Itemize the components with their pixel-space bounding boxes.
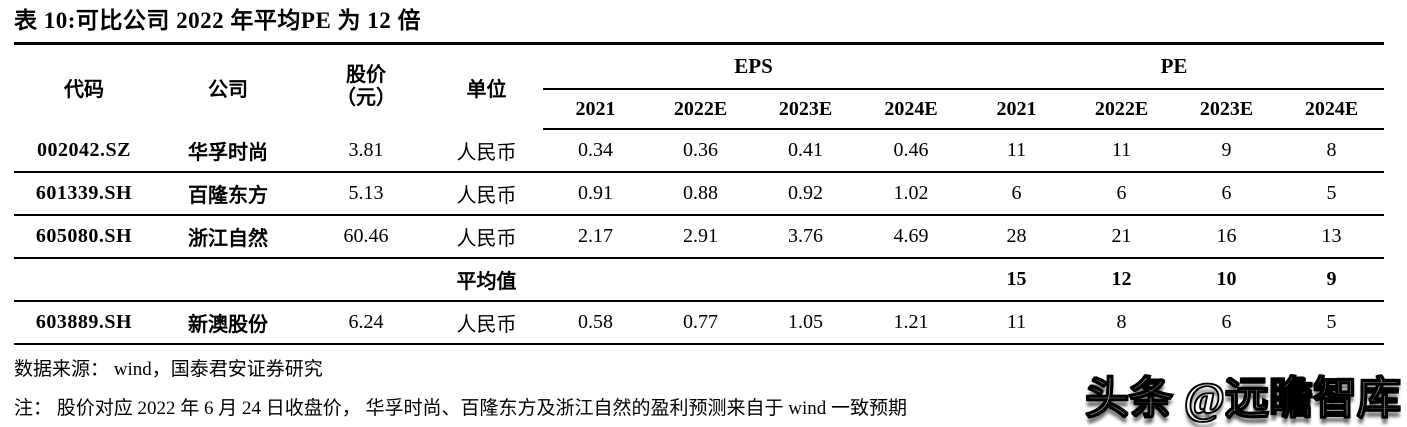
cell-pe-value: 11 (1069, 129, 1175, 173)
cell-average-pe: 15 (964, 258, 1070, 302)
col-group-eps: EPS (543, 45, 965, 90)
cell-price: 3.81 (302, 129, 430, 173)
cell-pe-value: 13 (1279, 215, 1385, 259)
cell-eps-value: 0.92 (753, 172, 858, 216)
cell-price: 60.46 (302, 215, 430, 259)
cell-pe-value: 5 (1279, 172, 1385, 216)
cell-pe-value: 11 (964, 301, 1070, 345)
cell-eps-value: 2.91 (648, 215, 753, 259)
cell-pe-value: 21 (1069, 215, 1175, 259)
cell-eps-value: 0.77 (648, 301, 753, 345)
col-header-price: 股价 （元） (302, 45, 430, 129)
table-row-zhejiang: 605080.SH 浙江自然 60.46 人民币 2.17 2.91 3.76 … (14, 215, 1385, 259)
col-header-price-line2: （元） (336, 87, 396, 109)
col-header-price-line1: 股价 (346, 64, 386, 86)
cell-pe-value: 16 (1174, 215, 1280, 259)
col-header-pe-2024e: 2024E (1279, 89, 1385, 130)
cell-pe-value: 28 (964, 215, 1070, 259)
cell-company: 百隆东方 (154, 172, 302, 216)
cell-eps-value: 1.05 (753, 301, 858, 345)
cell-empty (753, 258, 858, 302)
cell-eps-value: 2.17 (543, 215, 648, 259)
col-header-pe-2022e: 2022E (1069, 89, 1175, 130)
cell-eps-value: 1.02 (858, 172, 965, 216)
table-title: 表 10:可比公司 2022 年平均PE 为 12 倍 (14, 6, 1384, 45)
cell-pe-value: 6 (1174, 301, 1280, 345)
cell-pe-value: 6 (1069, 172, 1175, 216)
cell-eps-value: 3.76 (753, 215, 858, 259)
col-header-company: 公司 (208, 78, 248, 101)
cell-average-pe: 12 (1069, 258, 1175, 302)
cell-average-label: 平均值 (430, 258, 543, 302)
cell-company: 浙江自然 (154, 215, 302, 259)
header-group-row: 代码 公司 股价 （元） 单位 EPS PE (14, 45, 1385, 109)
cell-eps-value: 0.91 (543, 172, 648, 216)
cell-code: 002042.SZ (14, 129, 154, 173)
cell-eps-value: 4.69 (858, 215, 965, 259)
cell-empty (648, 258, 753, 302)
cell-average-pe: 9 (1279, 258, 1385, 302)
col-header-pe-2023e: 2023E (1174, 89, 1280, 130)
table-row-xinao: 603889.SH 新澳股份 6.24 人民币 0.58 0.77 1.05 1… (14, 301, 1385, 345)
cell-eps-value: 0.58 (543, 301, 648, 345)
cell-company: 华孚时尚 (154, 129, 302, 173)
cell-price: 6.24 (302, 301, 430, 345)
cell-empty (154, 258, 302, 302)
cell-company: 新澳股份 (154, 301, 302, 345)
table-row-average: 平均值 15 12 10 9 (14, 258, 1385, 302)
cell-empty (858, 258, 965, 302)
cell-unit: 人民币 (430, 215, 543, 259)
cell-pe-value: 6 (1174, 172, 1280, 216)
cell-pe-value: 8 (1279, 129, 1385, 173)
header-year-row: 2021 2022E 2023E 2024E 2021 2022E 2023E … (14, 89, 1385, 130)
col-header-eps-2021: 2021 (543, 89, 648, 130)
cell-unit: 人民币 (430, 129, 543, 173)
cell-eps-value: 0.88 (648, 172, 753, 216)
watermark-text: 头条 @远瞻智库 (1084, 373, 1401, 424)
cell-code: 601339.SH (14, 172, 154, 216)
cell-pe-value: 6 (964, 172, 1070, 216)
cell-average-pe: 10 (1174, 258, 1280, 302)
cell-pe-value: 8 (1069, 301, 1175, 345)
cell-eps-value: 1.21 (858, 301, 965, 345)
col-header-eps-2022e: 2022E (648, 89, 753, 130)
col-header-code: 代码 (64, 78, 104, 101)
col-header-pe-2021: 2021 (964, 89, 1070, 130)
footnote-text: 注： 股价对应 2022 年 6 月 24 日收盘价， 华孚时尚、百隆东方及浙江… (14, 398, 908, 419)
cell-eps-value: 0.41 (753, 129, 858, 173)
comparable-companies-table: 代码 公司 股价 （元） 单位 EPS PE 2021 2022E 2023E … (14, 45, 1385, 345)
table-row-bailong: 601339.SH 百隆东方 5.13 人民币 0.91 0.88 0.92 1… (14, 172, 1385, 216)
col-header-eps-2024e: 2024E (858, 89, 965, 130)
cell-eps-value: 0.46 (858, 129, 965, 173)
cell-code: 605080.SH (14, 215, 154, 259)
cell-pe-value: 9 (1174, 129, 1280, 173)
cell-code: 603889.SH (14, 301, 154, 345)
col-header-eps-2023e: 2023E (753, 89, 858, 130)
cell-price: 5.13 (302, 172, 430, 216)
cell-pe-value: 11 (964, 129, 1070, 173)
cell-pe-value: 5 (1279, 301, 1385, 345)
col-header-unit: 单位 (466, 78, 507, 101)
cell-empty (543, 258, 648, 302)
cell-eps-value: 0.34 (543, 129, 648, 173)
cell-empty (302, 258, 430, 302)
data-source-text: 数据来源： wind，国泰君安证券研究 (14, 359, 323, 380)
cell-empty (14, 258, 154, 302)
cell-eps-value: 0.36 (648, 129, 753, 173)
table-row-huafu: 002042.SZ 华孚时尚 3.81 人民币 0.34 0.36 0.41 0… (14, 129, 1385, 173)
cell-unit: 人民币 (430, 172, 543, 216)
cell-unit: 人民币 (430, 301, 543, 345)
col-group-pe: PE (964, 45, 1385, 90)
